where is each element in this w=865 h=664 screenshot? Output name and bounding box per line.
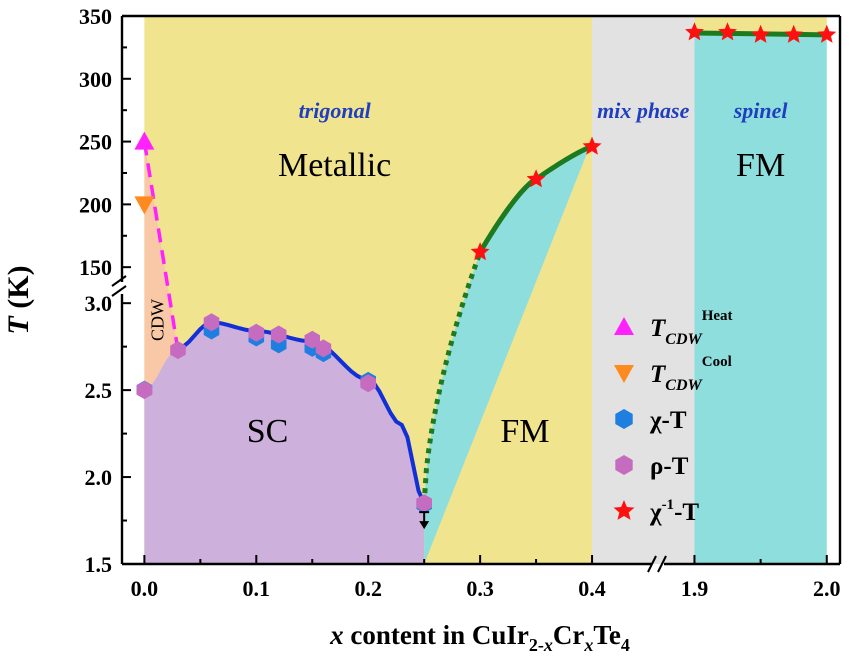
y-tick-label-high-1: 200 <box>79 192 112 217</box>
data-point-4-5 <box>751 24 771 43</box>
legend-entry-4: χ-1-T <box>613 497 699 526</box>
legend-entry-0: TCDWHeat <box>614 308 733 348</box>
label-fm-spinel: FM <box>736 147 785 184</box>
data-point-3-7 <box>360 374 376 393</box>
data-point-3-3 <box>248 323 265 342</box>
x-tick-label-2: 0.2 <box>354 576 382 601</box>
legend-entry-3: ρ-T <box>615 453 689 480</box>
data-point-0-0 <box>134 131 155 150</box>
data-point-4-4 <box>718 22 737 41</box>
region-mix-phase <box>592 16 695 564</box>
x-tick-label-1: 0.1 <box>243 576 271 601</box>
x-tick-label-6: 2.0 <box>813 576 841 601</box>
data-point-4-0 <box>470 242 490 261</box>
legend-label-0: TCDWHeat <box>650 308 733 348</box>
y-tick-label-high-2: 250 <box>79 130 112 155</box>
y-tick-label-low-1: 2.0 <box>85 465 113 490</box>
legend-label-4: χ-1-T <box>649 497 699 526</box>
legend-entry-2: χ-T <box>615 407 687 434</box>
region-labels-layer: Metallic SC FM FM CDW trigonal mix phase spinel <box>147 98 788 450</box>
legend-layer: TCDWHeat TCDWCool χ-T ρ-T χ-1-T <box>613 308 733 526</box>
y-tick-label-low-2: 2.5 <box>85 378 113 403</box>
data-point-3-4 <box>270 325 287 344</box>
legend-entry-1: TCDWCool <box>614 354 732 394</box>
series-3 <box>136 313 432 513</box>
data-point-1-0 <box>134 196 155 215</box>
legend-symbol-3 <box>615 455 633 475</box>
y-break-mark-1 <box>111 275 127 287</box>
data-point-4-7 <box>817 24 837 43</box>
region-sc <box>144 322 425 564</box>
data-point-4-1 <box>526 169 546 188</box>
x-tick-label-3: 0.3 <box>466 576 494 601</box>
y-break-mark-2 <box>111 285 127 297</box>
y-tick-label-high-3: 300 <box>79 67 112 92</box>
series-0 <box>134 131 155 150</box>
x-tick-label-5: 1.9 <box>681 576 709 601</box>
upper-limit-arrow-head <box>419 521 430 530</box>
y-tick-label-high-4: 350 <box>79 4 112 29</box>
y-axis-title: T (K) <box>2 265 35 334</box>
fm-dotted-line <box>421 251 483 504</box>
legend-label-2: χ-T <box>649 407 687 434</box>
x-break-mark-1 <box>647 555 657 573</box>
points-layer <box>134 22 837 530</box>
label-cdw: CDW <box>147 299 167 341</box>
y-tick-label-low-3: 3.0 <box>85 291 113 316</box>
x-break-mark-2 <box>657 555 667 573</box>
y-tick-label-high-0: 150 <box>79 255 112 280</box>
legend-symbol-4 <box>613 500 635 520</box>
data-point-4-6 <box>784 24 804 43</box>
series-1 <box>134 196 155 215</box>
x-tick-label-4: 0.4 <box>578 576 606 601</box>
data-point-4-3 <box>685 22 704 41</box>
axes-layer: 1.5 2.0 2.5 3.0 150 200 250 300 350 0.0 0.1 0.2 0.3 0… <box>2 4 842 655</box>
legend-symbol-0 <box>614 317 634 335</box>
cdw-boundary-line <box>142 141 180 351</box>
data-point-3-8 <box>416 494 432 513</box>
y-tick-label-low-0: 1.5 <box>85 552 113 577</box>
label-trigonal: trigonal <box>299 98 372 123</box>
legend-label-1: TCDWCool <box>650 354 732 394</box>
x-axis-title: x content in CuIr2-xCrxTe4 <box>329 620 630 655</box>
data-point-3-0 <box>136 381 153 400</box>
series-4 <box>470 22 837 261</box>
label-fm-trigonal: FM <box>500 413 549 450</box>
data-point-3-2 <box>203 313 220 332</box>
label-metallic: Metallic <box>278 147 391 184</box>
data-point-4-2 <box>582 136 602 155</box>
region-fm-trigonal <box>424 147 590 564</box>
label-sc: SC <box>247 413 289 450</box>
legend-symbol-1 <box>614 365 634 383</box>
region-fm-spinel <box>694 34 827 564</box>
legend-symbol-2 <box>615 409 633 429</box>
legend-label-3: ρ-T <box>650 453 689 480</box>
regions-layer <box>144 16 827 564</box>
label-mix-phase: mix phase <box>597 98 690 123</box>
label-spinel: spinel <box>733 98 789 123</box>
x-tick-label-0: 0.0 <box>131 576 159 601</box>
data-point-3-1 <box>170 341 186 360</box>
data-point-3-6 <box>315 339 332 358</box>
